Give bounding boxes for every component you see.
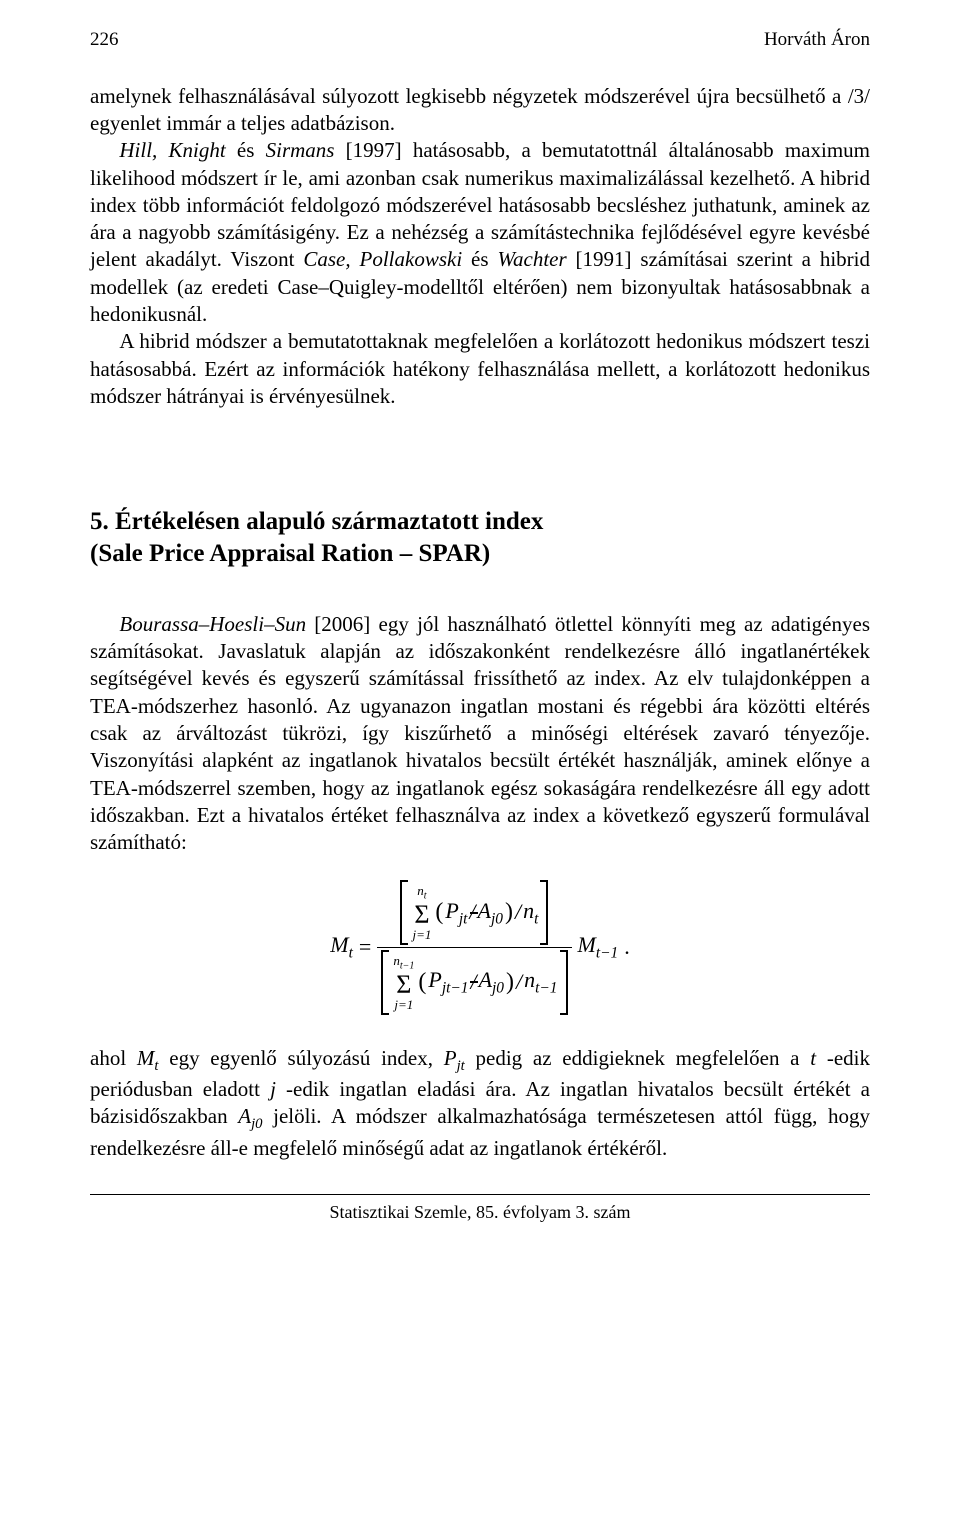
citation-bourassa: Bourassa–Hoesli–Sun: [119, 612, 306, 636]
text: egy egyenlő súlyozású index,: [159, 1046, 444, 1070]
bracket-numerator: nt Σ j=1 ( Pjt / Aj0 ) / nt: [400, 880, 548, 945]
formula-spar: Mt = nt Σ j=1 ( Pjt / Aj0: [90, 880, 870, 1014]
citation-hill-knight: Hill, Knight: [119, 138, 225, 162]
sum-numerator: nt Σ j=1: [412, 884, 431, 941]
paragraph-hybrid: A hibrid módszer a bemutatottaknak megfe…: [90, 328, 870, 410]
page-number: 226: [90, 28, 119, 53]
page-header: 226 Horváth Áron: [90, 28, 870, 53]
section-title-line2: (Sale Price Appraisal Ration – SPAR): [90, 540, 490, 567]
bracket-denominator: nt−1 Σ j=1 ( Pjt−1 / Aj0 ) / nt−1: [381, 950, 567, 1015]
paragraph-where: ahol Mt egy egyenlő súlyozású index, Pjt…: [90, 1045, 870, 1162]
sum-denominator: nt−1 Σ j=1: [393, 954, 414, 1011]
text: pedig az eddigieknek megfelelően a: [465, 1046, 811, 1070]
formula-rhs: Mt−1: [578, 931, 619, 963]
page-footer: Statisztikai Szemle, 85. évfolyam 3. szá…: [90, 1194, 870, 1224]
author-name: Horváth Áron: [764, 28, 870, 53]
formula-fraction: nt Σ j=1 ( Pjt / Aj0 ) / nt: [377, 880, 571, 1014]
text: és: [462, 247, 497, 271]
citation-sirmans: Sirmans: [266, 138, 335, 162]
text: ahol: [90, 1046, 137, 1070]
text: és: [226, 138, 266, 162]
formula-period: .: [624, 933, 630, 962]
citation-case-pollakowski: Case, Pollakowski: [303, 247, 462, 271]
var-Mt: Mt: [137, 1046, 159, 1070]
text: [2006] egy jól használható ötlettel könn…: [90, 612, 870, 854]
citation-wachter: Wachter: [497, 247, 566, 271]
formula-lhs: Mt: [330, 931, 353, 963]
footer-text: Statisztikai Szemle, 85. évfolyam 3. szá…: [330, 1202, 631, 1222]
paragraph-hill-knight: Hill, Knight és Sirmans [1997] hatásosab…: [90, 137, 870, 328]
paragraph-continuation: amelynek felhasználásával súlyozott legk…: [90, 83, 870, 138]
formula-equals: =: [359, 933, 371, 962]
section-title-line1: 5. Értékelésen alapuló származtatott ind…: [90, 508, 543, 535]
var-Pjt: Pjt: [444, 1046, 465, 1070]
section-title: 5. Értékelésen alapuló származtatott ind…: [90, 506, 870, 569]
paragraph-bourassa: Bourassa–Hoesli–Sun [2006] egy jól haszn…: [90, 611, 870, 857]
var-Aj0: Aj0: [238, 1104, 262, 1128]
